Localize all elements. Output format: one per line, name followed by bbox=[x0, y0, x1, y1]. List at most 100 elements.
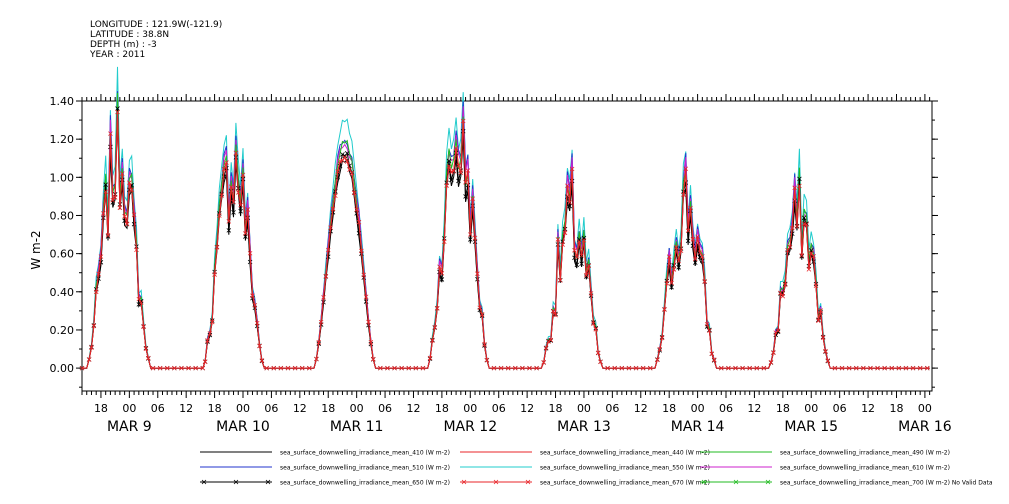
series-marker bbox=[119, 171, 125, 176]
series-marker bbox=[882, 365, 887, 371]
series-marker bbox=[122, 214, 127, 219]
series-marker bbox=[458, 170, 464, 175]
series-line bbox=[82, 108, 930, 369]
plot-border bbox=[81, 100, 933, 392]
y-tick-label: 1.40 bbox=[50, 95, 75, 108]
legend-marker bbox=[493, 479, 499, 485]
series-marker bbox=[363, 294, 369, 300]
metadata-block: LONGITUDE : 121.9W(-121.9) LATITUDE : 38… bbox=[90, 20, 222, 60]
x-tick-label: 18 bbox=[208, 402, 222, 415]
series-marker bbox=[347, 167, 352, 173]
series-marker bbox=[333, 193, 338, 199]
series-marker bbox=[219, 193, 224, 198]
series-marker bbox=[138, 300, 144, 306]
series-marker bbox=[399, 365, 404, 371]
series-marker bbox=[676, 258, 681, 264]
series-marker bbox=[209, 319, 215, 325]
series-marker bbox=[340, 158, 345, 163]
series-marker bbox=[406, 365, 412, 371]
series-marker bbox=[567, 200, 573, 205]
series-marker bbox=[584, 274, 589, 279]
series-marker bbox=[131, 212, 137, 218]
series-marker bbox=[657, 346, 662, 352]
x-tick-label: 00 bbox=[918, 402, 932, 415]
series-marker bbox=[430, 338, 435, 344]
series-marker bbox=[787, 244, 793, 250]
series-marker bbox=[439, 271, 445, 276]
series-marker bbox=[446, 164, 452, 169]
series-marker bbox=[98, 254, 104, 259]
series-marker bbox=[278, 365, 284, 371]
series-marker bbox=[640, 365, 646, 371]
series-marker bbox=[228, 184, 234, 190]
series-marker bbox=[553, 312, 558, 318]
series-marker bbox=[250, 293, 255, 298]
series-marker bbox=[823, 348, 828, 354]
x-tick-label: 00 bbox=[577, 402, 591, 415]
series-marker bbox=[707, 328, 712, 334]
series-marker bbox=[775, 328, 781, 334]
series-marker bbox=[688, 205, 693, 211]
series-marker bbox=[801, 215, 807, 221]
x-tick-label: 06 bbox=[264, 402, 278, 415]
series-marker bbox=[619, 365, 625, 371]
x-tick-label: 00 bbox=[463, 402, 477, 415]
series-marker bbox=[505, 365, 511, 371]
y-axis-label: W m-2 bbox=[29, 230, 43, 269]
series-marker bbox=[264, 365, 269, 371]
series-marker bbox=[413, 365, 419, 371]
series-marker bbox=[224, 160, 229, 165]
series-marker bbox=[238, 202, 243, 208]
series-marker bbox=[475, 271, 480, 276]
series-marker bbox=[669, 284, 674, 290]
series-marker bbox=[692, 260, 698, 265]
legend-marker bbox=[733, 479, 739, 485]
series-marker bbox=[150, 365, 156, 371]
series-marker bbox=[340, 152, 345, 157]
series-marker bbox=[186, 365, 191, 371]
series-marker bbox=[702, 279, 707, 284]
series-marker bbox=[799, 253, 805, 258]
series-marker bbox=[598, 359, 603, 365]
series-marker bbox=[605, 365, 610, 371]
x-tick-label: 00 bbox=[350, 402, 364, 415]
series-marker bbox=[292, 365, 298, 371]
series-marker bbox=[335, 174, 340, 180]
series-marker bbox=[212, 272, 217, 277]
series-marker bbox=[818, 308, 824, 313]
series-marker bbox=[257, 343, 262, 349]
series-marker bbox=[352, 190, 357, 196]
x-tick-label: 06 bbox=[605, 402, 619, 415]
x-tick-label: 12 bbox=[747, 402, 761, 415]
series-marker bbox=[446, 158, 452, 164]
series-marker bbox=[778, 290, 783, 296]
series-marker bbox=[235, 190, 241, 195]
year-line: YEAR : 2011 bbox=[90, 50, 146, 60]
series-marker bbox=[103, 182, 108, 187]
series-marker bbox=[252, 302, 258, 308]
series-marker bbox=[456, 163, 461, 168]
series-marker bbox=[136, 296, 142, 302]
series-marker bbox=[96, 276, 101, 281]
series-marker bbox=[676, 265, 681, 270]
series-marker bbox=[385, 365, 390, 371]
y-tick-label: 1.00 bbox=[50, 171, 75, 184]
series-marker bbox=[477, 305, 483, 311]
series-marker bbox=[633, 365, 639, 371]
x-tick-label: 00 bbox=[691, 402, 705, 415]
series-marker bbox=[207, 331, 213, 336]
series-marker bbox=[572, 248, 577, 253]
x-tick-label: 06 bbox=[833, 402, 847, 415]
x-date-label: MAR 9 bbox=[107, 419, 152, 435]
x-date-label: MAR 10 bbox=[216, 419, 270, 435]
series-marker bbox=[472, 235, 478, 241]
series-marker bbox=[221, 167, 227, 172]
series-marker bbox=[903, 365, 909, 371]
series-marker bbox=[685, 228, 691, 233]
series-marker bbox=[344, 159, 350, 164]
series-marker bbox=[108, 131, 113, 136]
series-marker bbox=[349, 170, 355, 176]
x-tick-label: 12 bbox=[520, 402, 534, 415]
series-marker bbox=[463, 180, 468, 185]
series-marker bbox=[806, 267, 812, 272]
